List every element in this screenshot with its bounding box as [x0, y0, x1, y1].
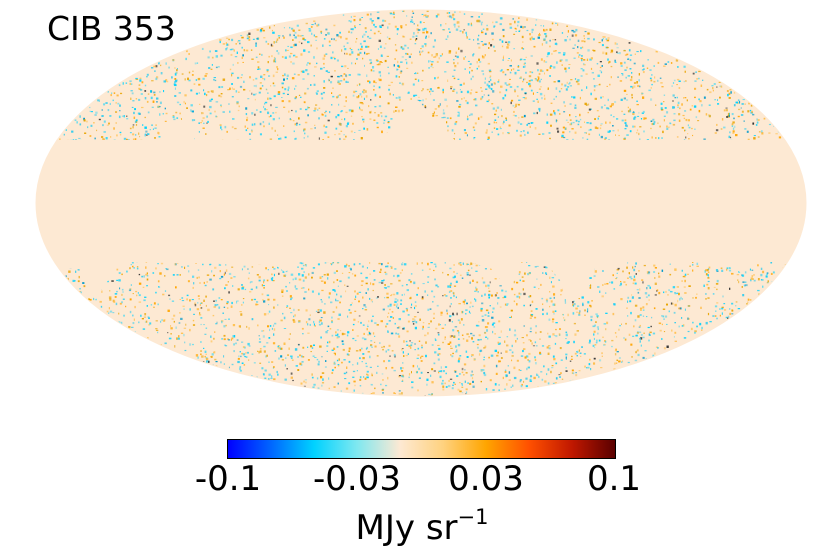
galactic-mask — [36, 100, 806, 300]
colorbar-tick: -0.03 — [313, 459, 401, 499]
colorbar-tick: 0.1 — [586, 459, 642, 499]
unit-text: MJy sr — [355, 508, 458, 548]
colorbar-tick: 0.03 — [448, 459, 524, 499]
colorbar-unit-label: MJy sr−1 — [355, 505, 489, 548]
map-title: CIB 353 — [47, 9, 176, 48]
colorbar — [227, 439, 616, 459]
unit-exponent: −1 — [457, 505, 489, 529]
colorbar-tick: -0.1 — [194, 459, 262, 499]
map-outline — [35, 9, 807, 397]
mollweide-map — [35, 9, 807, 397]
